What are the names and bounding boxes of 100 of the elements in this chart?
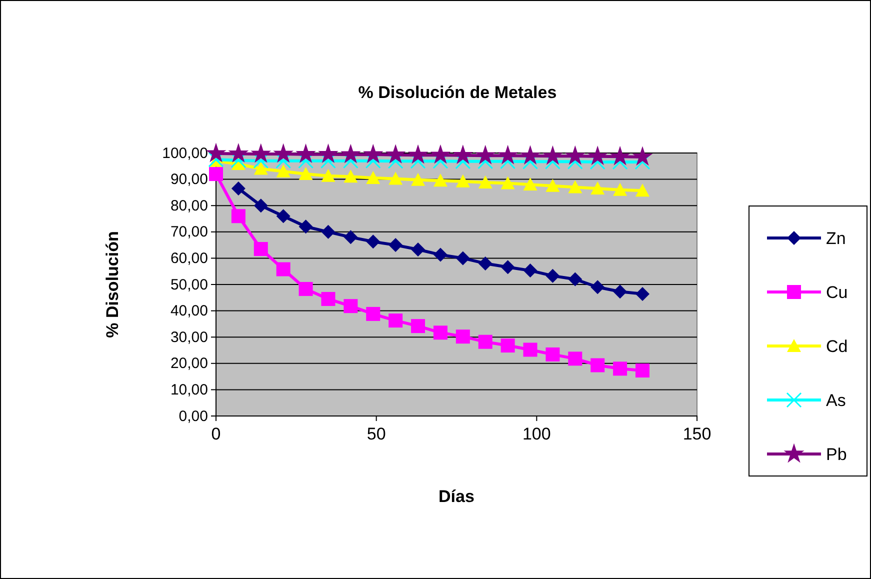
y-tick-label: 90,00 [170,171,208,188]
point [635,364,650,378]
point [456,251,470,266]
point [344,230,358,244]
point [273,143,294,163]
point [568,272,582,286]
point [411,172,426,186]
point [411,242,426,257]
point [385,144,406,164]
x-tick-label: 150 [682,424,712,444]
point [276,262,290,276]
point [433,174,448,187]
point [411,319,426,334]
point [250,143,272,163]
point [546,178,560,192]
point [344,299,358,314]
point [254,242,268,256]
y-tick-label: 30,00 [170,328,208,346]
point [366,170,380,184]
x-tick-label: 50 [366,424,386,444]
point [564,145,586,165]
point [568,180,582,194]
point [546,347,560,362]
y-tick-label: 80,00 [170,197,208,214]
y-tick-label: 10,00 [170,382,208,398]
point [254,162,268,175]
point [500,338,515,353]
chart-title: % Disolución de Metales [358,83,557,102]
point [523,342,538,357]
point [475,144,496,164]
point [340,144,361,164]
point [298,167,313,180]
point [388,172,403,185]
point [228,143,249,162]
point [500,176,515,190]
point [430,144,451,164]
point [523,264,538,278]
point [231,182,246,196]
point [433,326,448,340]
legend-label: Cd [826,337,848,356]
point [498,144,518,164]
point [366,306,380,321]
x-axis-title: Días [438,487,474,506]
point [613,182,628,196]
point [568,352,582,366]
point [298,220,313,234]
y-axis-title: % Disolución [103,231,122,338]
y-tick-label: 100,00 [162,144,208,162]
point [433,248,448,262]
point [500,260,515,274]
point [362,144,384,164]
point [318,144,338,164]
point [478,334,492,349]
point [590,280,605,294]
y-tick-label: 0,00 [178,408,208,425]
point [209,167,223,182]
point [613,362,628,376]
legend-label: Pb [826,445,847,464]
point [321,168,336,182]
y-tick-label: 20,00 [170,355,208,372]
point [635,286,650,301]
point [321,292,336,306]
point [298,282,313,296]
point [590,182,605,195]
point [632,146,653,166]
x-tick-label: 100 [522,424,551,444]
point [296,144,316,164]
point [452,144,474,164]
point [587,146,608,166]
point [276,209,290,224]
point [635,184,650,197]
point [388,314,403,328]
point [523,178,538,191]
point [478,175,492,188]
point [546,268,560,283]
point [520,145,540,165]
point [231,209,246,224]
legend-label: Cu [826,283,848,302]
point [456,330,470,344]
point [366,234,380,249]
y-tick-label: 70,00 [170,224,208,241]
point [478,256,492,270]
y-tick-label: 50,00 [170,276,208,294]
point [613,284,628,299]
y-tick-label: 40,00 [170,302,208,320]
point [344,170,358,183]
point [388,238,403,252]
point [610,146,630,166]
point [321,224,336,239]
x-tick-label: 0 [211,424,221,444]
point [408,144,428,164]
point [276,164,290,178]
legend-label: Zn [826,229,846,248]
y-tick-label: 60,00 [170,250,208,267]
legend-label: As [826,391,846,410]
point [542,145,563,165]
point [206,142,226,162]
point [254,198,268,213]
point [590,358,605,372]
point [456,174,470,188]
